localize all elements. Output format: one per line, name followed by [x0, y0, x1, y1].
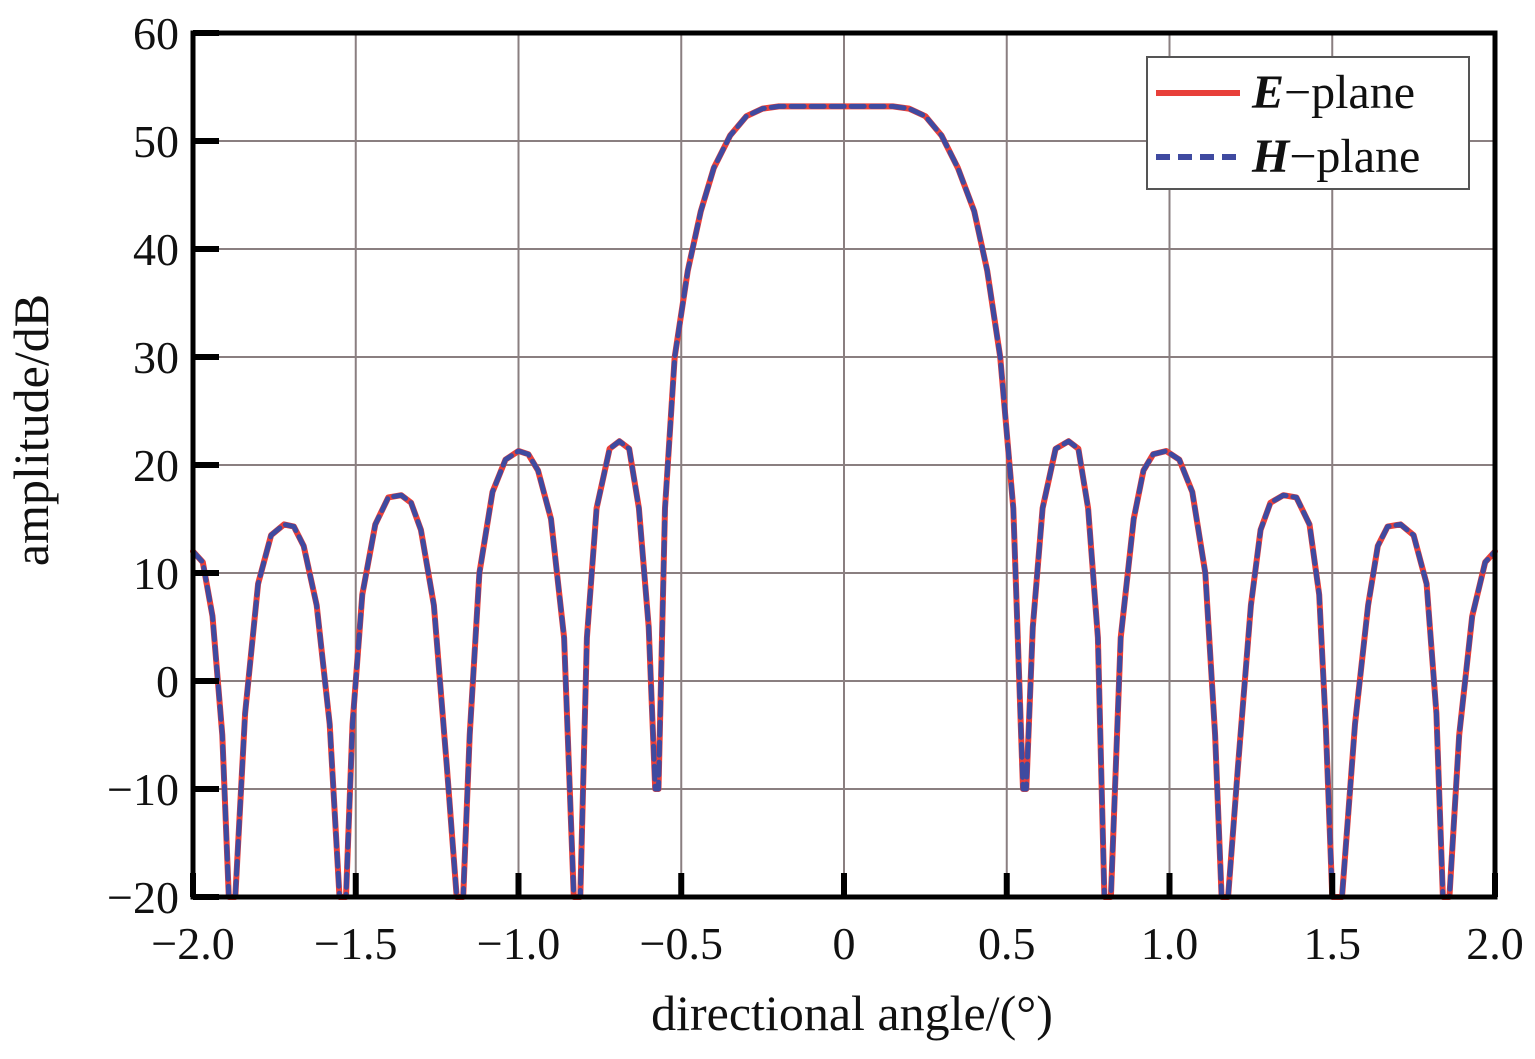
y-tick-label: 50	[133, 116, 179, 167]
series-layer	[190, 103, 1498, 900]
y-tick-label: −20	[107, 872, 179, 923]
legend-label-h-plane: H−plane	[1251, 130, 1420, 183]
x-tick-label: −1.5	[314, 918, 397, 969]
x-tick-label: 0	[833, 918, 856, 969]
x-tick-label: −0.5	[640, 918, 723, 969]
y-axis-label: amplitude/dB	[3, 294, 59, 566]
y-tick-labels: −20 −10 0 10 20 30 40 50 60	[107, 8, 179, 923]
series-line-h-plane	[190, 103, 1498, 900]
y-tick-label: 0	[156, 656, 179, 707]
x-tick-labels: −2.0 −1.5 −1.0 −0.5 0 0.5 1.0 1.5 2.0	[151, 918, 1523, 969]
legend-label-e-main: E	[1251, 66, 1284, 119]
legend-label-h-suffix: −plane	[1289, 130, 1420, 183]
x-tick-label: 2.0	[1466, 918, 1524, 969]
legend-box	[1146, 56, 1470, 190]
x-tick-label: 1.5	[1304, 918, 1362, 969]
y-tick-label: 20	[133, 440, 179, 491]
y-tick-label: −10	[107, 764, 179, 815]
x-tick-label: 0.5	[978, 918, 1036, 969]
legend-label-e-plane: E−plane	[1251, 66, 1415, 119]
axis-ticks	[190, 30, 1498, 900]
x-tick-label: −1.0	[477, 918, 560, 969]
x-tick-label: 1.0	[1141, 918, 1199, 969]
legend-label-e-suffix: −plane	[1284, 66, 1415, 119]
legend-label-h-main: H	[1251, 130, 1291, 183]
y-tick-label: 60	[133, 8, 179, 59]
x-axis-label: directional angle/(°)	[651, 985, 1053, 1041]
legend: E−plane H−plane	[1146, 56, 1470, 190]
y-tick-label: 10	[133, 548, 179, 599]
y-tick-label: 40	[133, 224, 179, 275]
y-tick-label: 30	[133, 332, 179, 383]
x-tick-label: −2.0	[151, 918, 234, 969]
